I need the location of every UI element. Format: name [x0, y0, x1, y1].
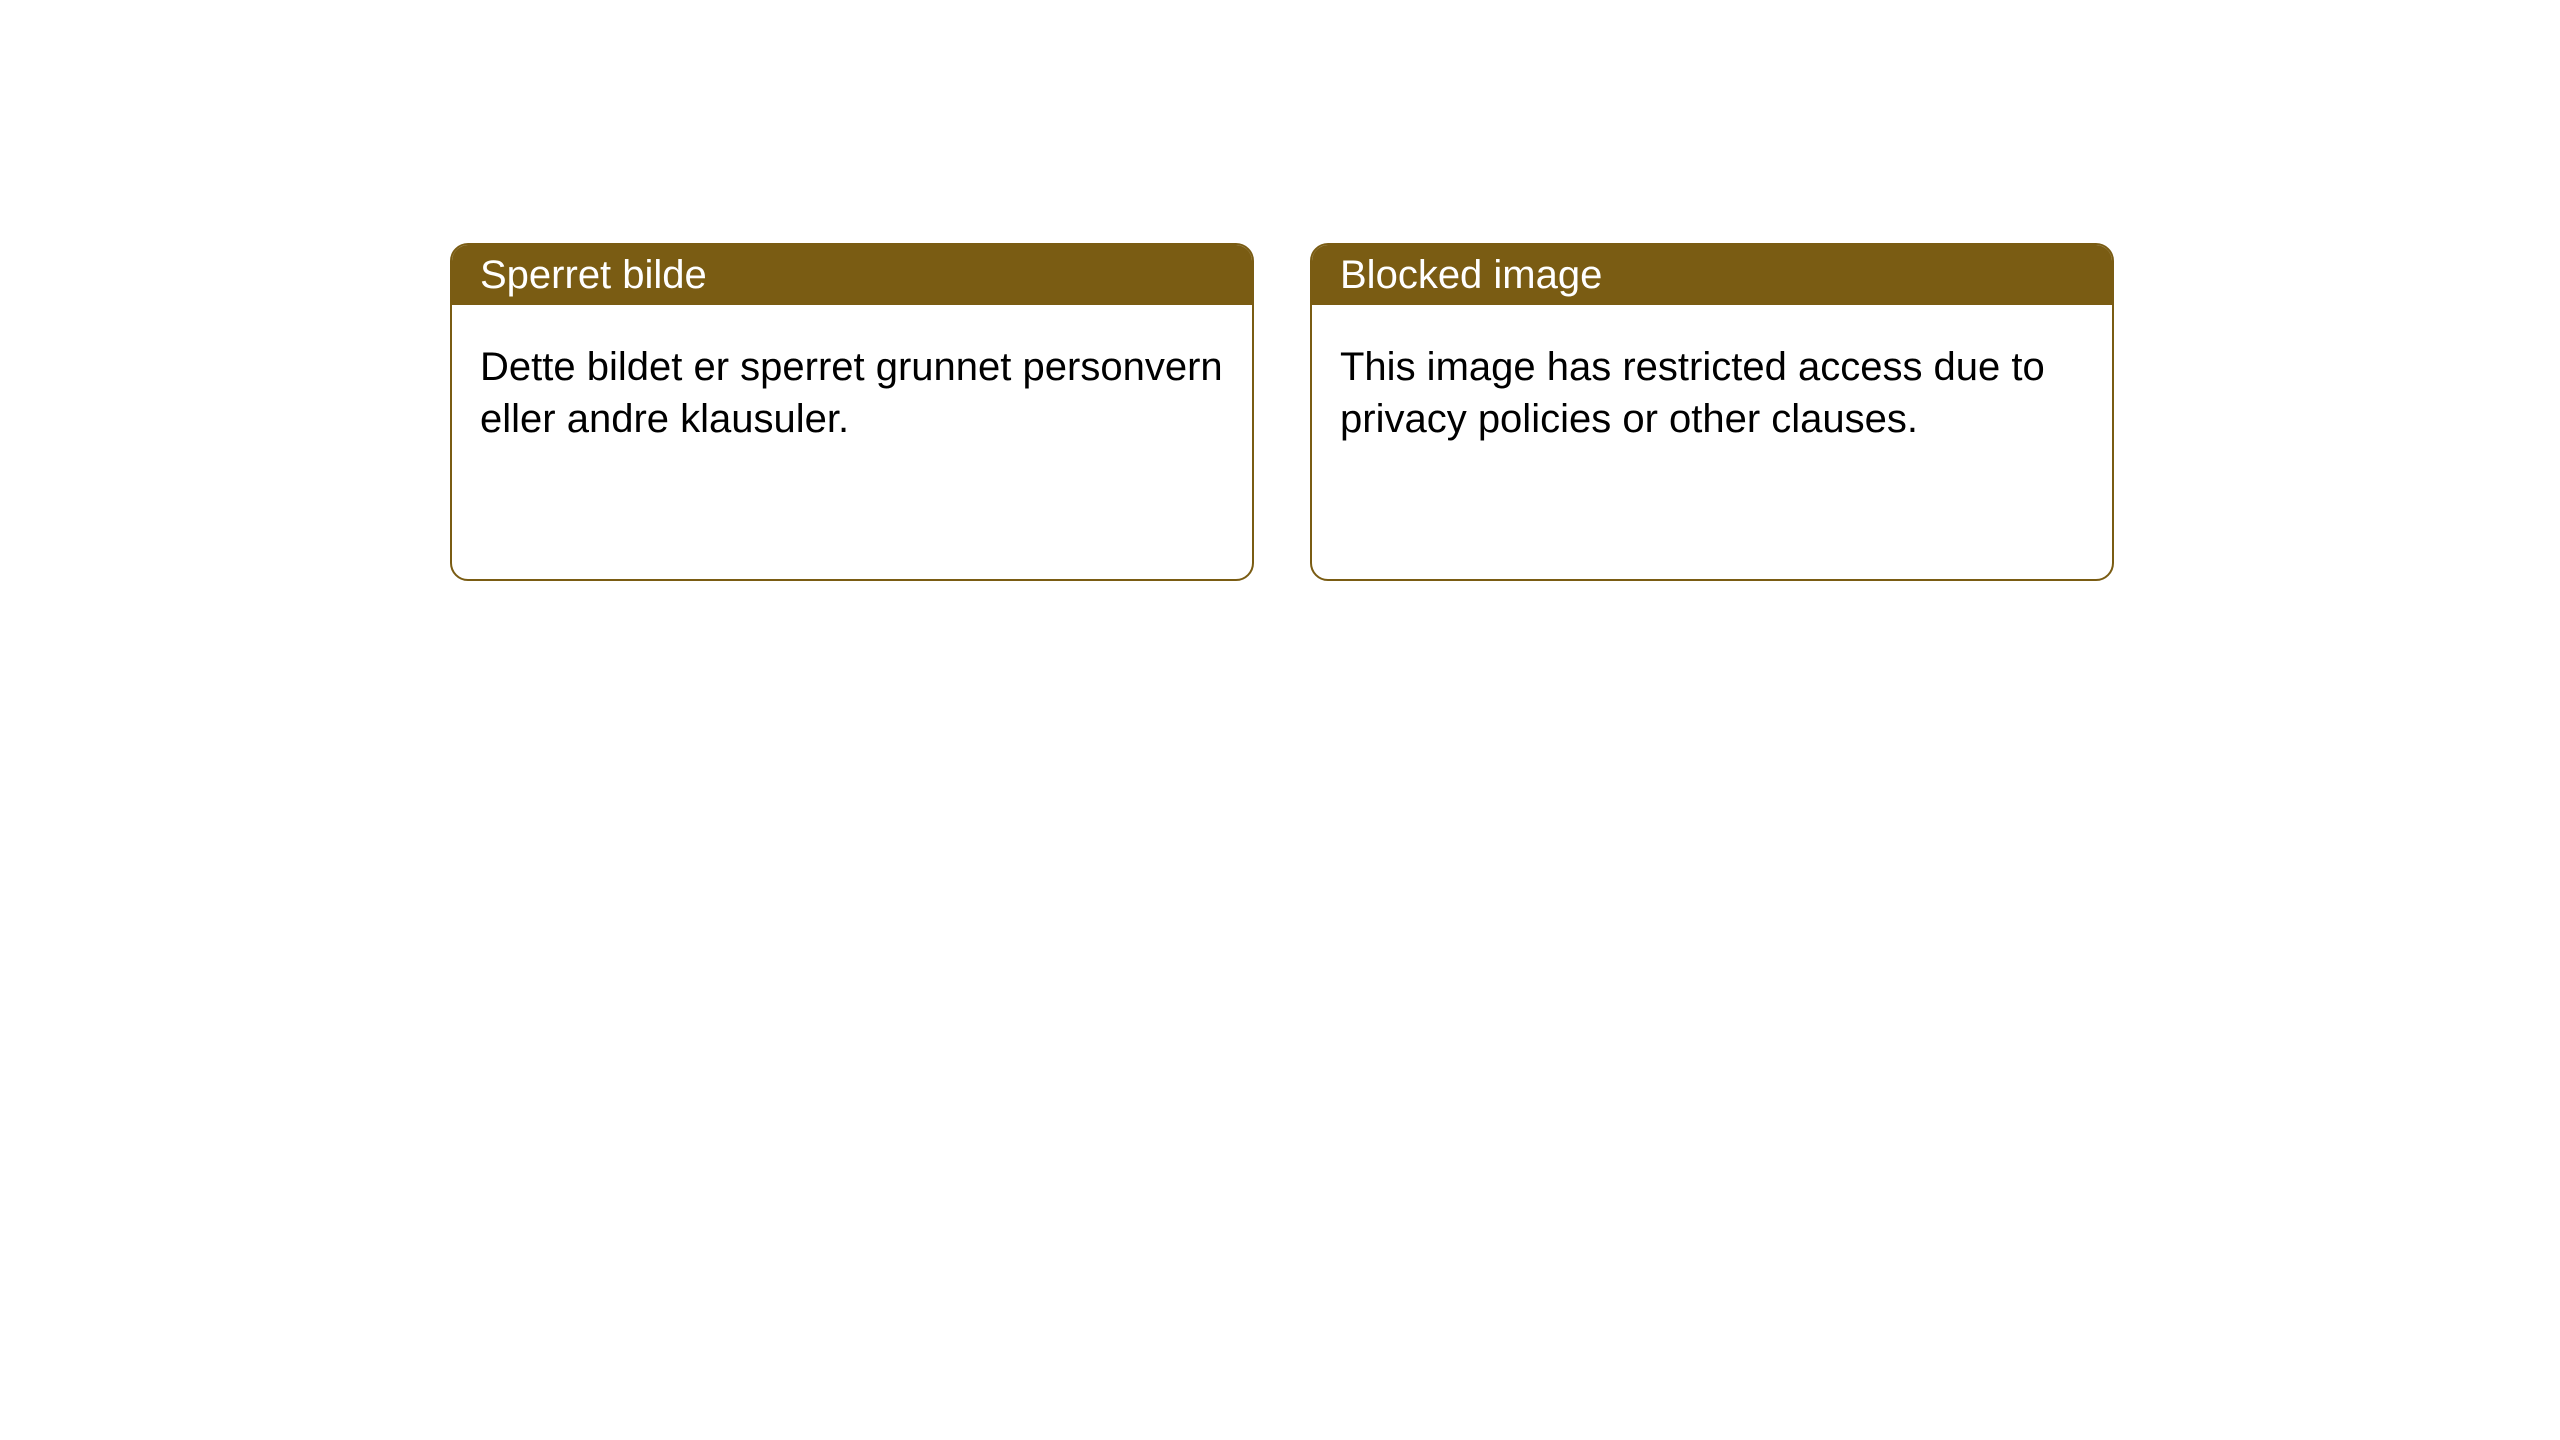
card-body-text: This image has restricted access due to … — [1340, 345, 2045, 441]
notice-card-norwegian: Sperret bilde Dette bildet er sperret gr… — [450, 243, 1254, 581]
card-title: Blocked image — [1340, 253, 1602, 298]
card-body: Dette bildet er sperret grunnet personve… — [452, 305, 1252, 481]
card-title: Sperret bilde — [480, 253, 707, 298]
card-header: Blocked image — [1312, 245, 2112, 305]
card-header: Sperret bilde — [452, 245, 1252, 305]
cards-container: Sperret bilde Dette bildet er sperret gr… — [0, 0, 2560, 581]
card-body: This image has restricted access due to … — [1312, 305, 2112, 481]
notice-card-english: Blocked image This image has restricted … — [1310, 243, 2114, 581]
card-body-text: Dette bildet er sperret grunnet personve… — [480, 345, 1223, 441]
